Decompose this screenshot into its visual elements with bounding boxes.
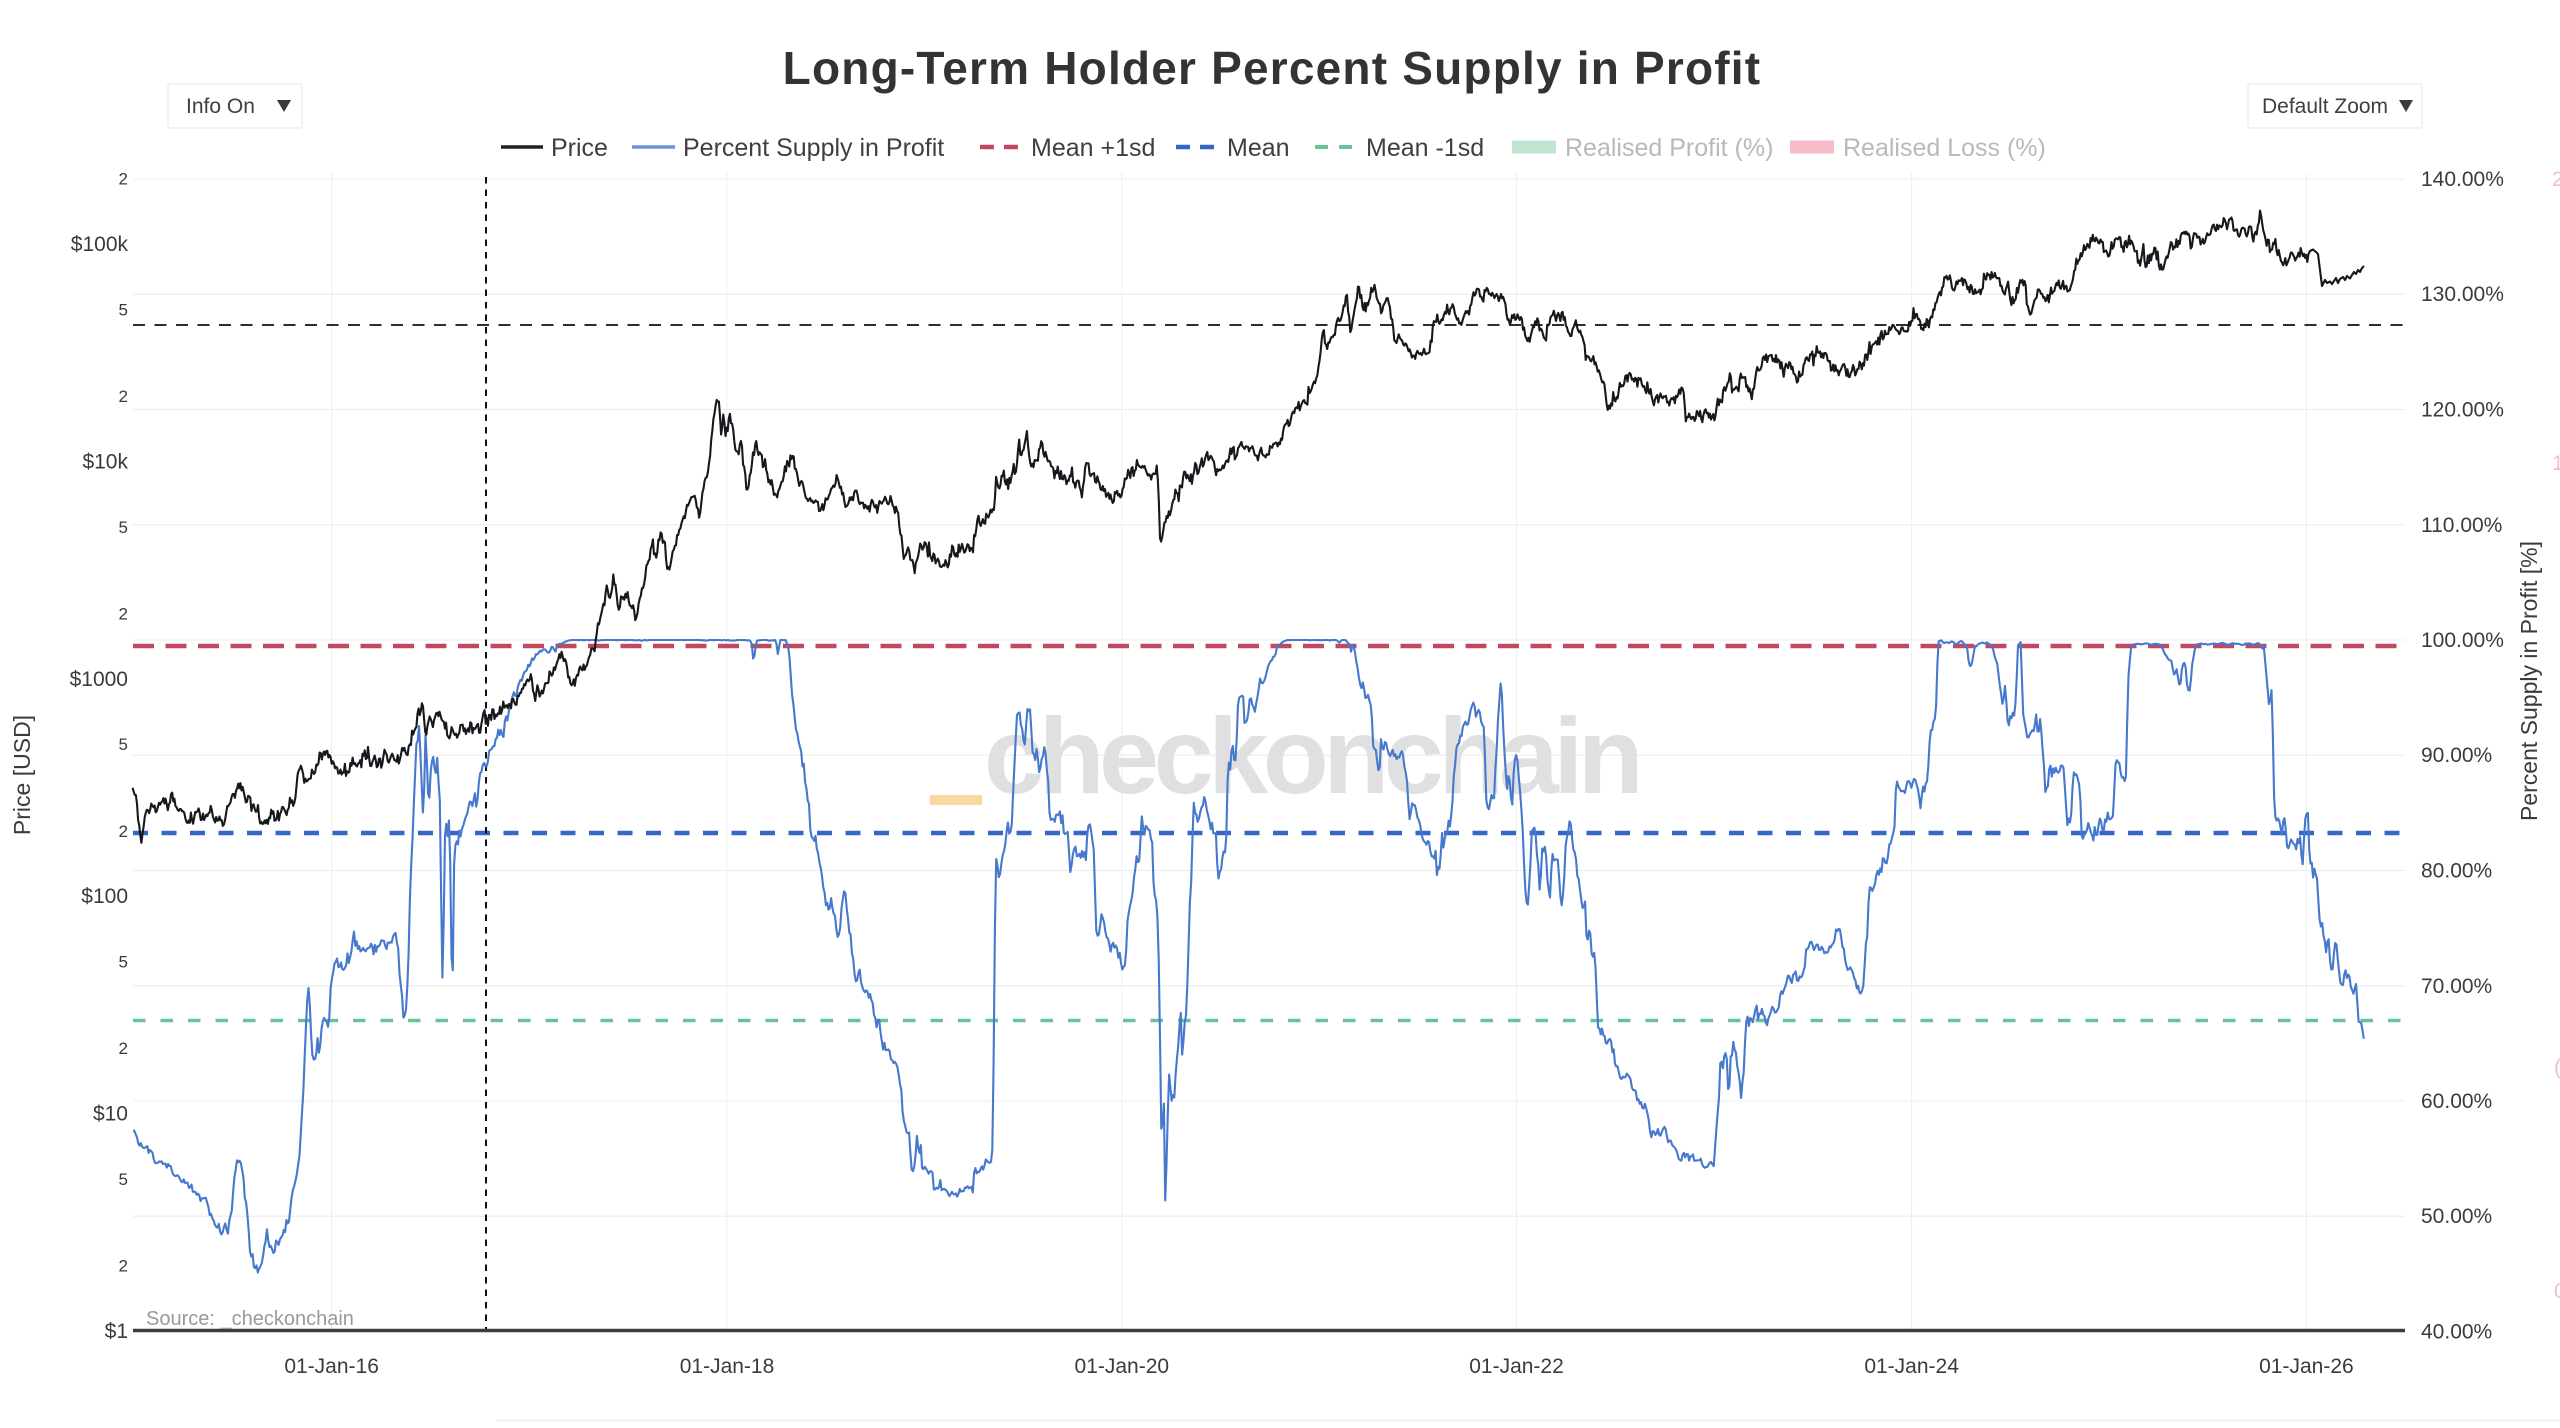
svg-text:01-Jan-24: 01-Jan-24 bbox=[1864, 1355, 1959, 1378]
svg-text:60.00%: 60.00% bbox=[2421, 1090, 2492, 1113]
svg-text:Long-Term Holder Percent Suppl: Long-Term Holder Percent Supply in Profi… bbox=[783, 42, 1762, 94]
svg-text:2: 2 bbox=[119, 1039, 128, 1058]
svg-text:100.00%: 100.00% bbox=[2421, 629, 2504, 652]
svg-text:2: 2 bbox=[119, 822, 128, 841]
svg-text:$10: $10 bbox=[93, 1103, 128, 1126]
svg-text:90.00%: 90.00% bbox=[2421, 744, 2492, 767]
svg-text:80.00%: 80.00% bbox=[2421, 860, 2492, 883]
svg-text:1: 1 bbox=[2552, 452, 2560, 475]
svg-text:2: 2 bbox=[119, 387, 128, 406]
svg-text:0: 0 bbox=[2554, 1280, 2560, 1303]
svg-text:5: 5 bbox=[119, 518, 128, 537]
svg-text:(: ( bbox=[2554, 1056, 2560, 1079]
svg-text:5: 5 bbox=[119, 300, 128, 319]
svg-text:120.00%: 120.00% bbox=[2421, 399, 2504, 422]
svg-text:01-Jan-26: 01-Jan-26 bbox=[2259, 1355, 2354, 1378]
svg-text:$100k: $100k bbox=[71, 233, 129, 256]
svg-text:Realised Loss (%): Realised Loss (%) bbox=[1843, 134, 2046, 162]
svg-text:2: 2 bbox=[119, 1257, 128, 1276]
svg-text:$10k: $10k bbox=[82, 450, 128, 473]
svg-text:$100: $100 bbox=[81, 885, 128, 908]
svg-text:2: 2 bbox=[2552, 168, 2560, 191]
svg-text:5: 5 bbox=[119, 1170, 128, 1189]
svg-text:01-Jan-22: 01-Jan-22 bbox=[1469, 1355, 1564, 1378]
svg-text:$1000: $1000 bbox=[70, 668, 128, 691]
svg-text:Realised Profit (%): Realised Profit (%) bbox=[1565, 134, 1773, 162]
svg-text:2: 2 bbox=[119, 604, 128, 623]
svg-text:01-Jan-20: 01-Jan-20 bbox=[1075, 1355, 1170, 1378]
svg-text:Price [USD]: Price [USD] bbox=[9, 715, 35, 835]
svg-text:Mean -1sd: Mean -1sd bbox=[1366, 134, 1484, 162]
svg-text:Percent Supply in Profit: Percent Supply in Profit bbox=[683, 134, 944, 162]
svg-text:110.00%: 110.00% bbox=[2421, 514, 2502, 537]
svg-text:Price: Price bbox=[551, 134, 608, 162]
svg-text:01-Jan-18: 01-Jan-18 bbox=[680, 1355, 775, 1378]
svg-text:2: 2 bbox=[119, 170, 128, 189]
svg-text:5: 5 bbox=[119, 735, 128, 754]
svg-text:Source: _checkonchain: Source: _checkonchain bbox=[146, 1308, 354, 1330]
svg-text:70.00%: 70.00% bbox=[2421, 975, 2492, 998]
svg-text:130.00%: 130.00% bbox=[2421, 283, 2504, 306]
svg-text:01-Jan-16: 01-Jan-16 bbox=[284, 1355, 379, 1378]
svg-text:Default Zoom: Default Zoom bbox=[2262, 95, 2388, 118]
svg-text:checkonchain: checkonchain bbox=[984, 695, 1638, 816]
svg-text:Mean: Mean bbox=[1227, 134, 1290, 162]
svg-text:$1: $1 bbox=[105, 1320, 128, 1343]
svg-text:140.00%: 140.00% bbox=[2421, 168, 2504, 191]
svg-text:Mean +1sd: Mean +1sd bbox=[1031, 134, 1155, 162]
svg-text:Info On: Info On bbox=[186, 95, 255, 118]
svg-text:5: 5 bbox=[119, 953, 128, 972]
svg-text:Percent Supply in Profit [%]: Percent Supply in Profit [%] bbox=[2516, 541, 2542, 821]
svg-text:40.00%: 40.00% bbox=[2421, 1321, 2492, 1344]
svg-text:50.00%: 50.00% bbox=[2421, 1205, 2492, 1228]
